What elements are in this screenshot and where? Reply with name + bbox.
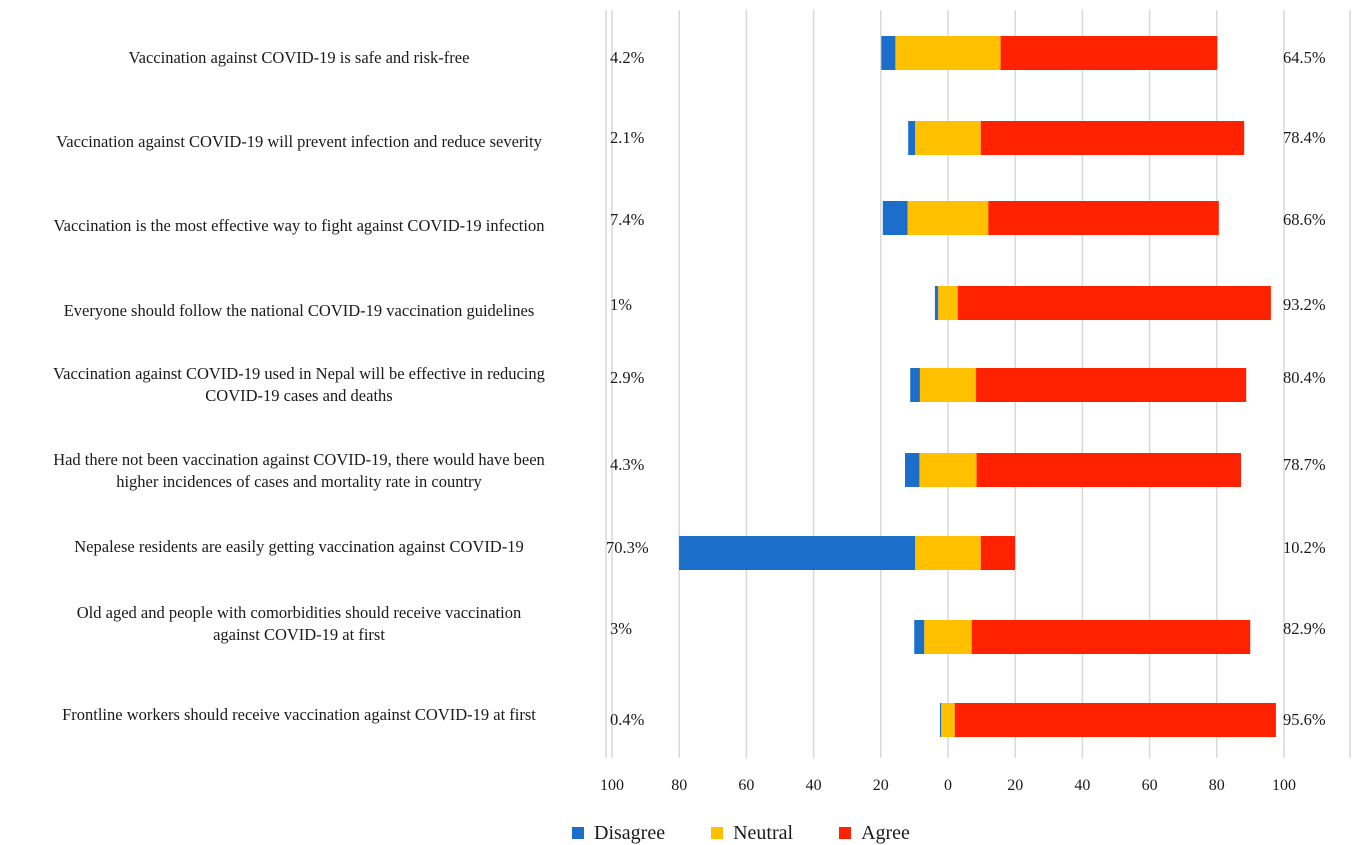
bar-agree xyxy=(988,201,1218,235)
category-label: Vaccination against COVID-19 is safe and… xyxy=(0,47,598,69)
bar-agree xyxy=(958,286,1271,320)
agree-percent-label: 68.6% xyxy=(1283,210,1353,230)
agree-percent-label: 78.4% xyxy=(1283,128,1353,148)
disagree-percent-label: 4.3% xyxy=(610,455,670,475)
legend-label-agree: Agree xyxy=(861,822,910,844)
x-tick-label: 0 xyxy=(944,777,952,794)
x-tick-label: 40 xyxy=(806,777,822,794)
legend-label-disagree: Disagree xyxy=(594,822,665,844)
bar-agree xyxy=(955,703,1276,737)
bar-neutral xyxy=(941,703,954,737)
category-label: Vaccination is the most effective way to… xyxy=(0,215,598,237)
agree-percent-label: 95.6% xyxy=(1283,710,1353,730)
legend-label-neutral: Neutral xyxy=(733,822,793,844)
disagree-percent-label: 4.2% xyxy=(610,48,670,68)
bar-neutral xyxy=(924,620,971,654)
agree-percent-label: 78.7% xyxy=(1283,455,1353,475)
disagree-percent-label: 1% xyxy=(610,295,670,315)
bar-neutral xyxy=(920,368,976,402)
category-label: Everyone should follow the national COVI… xyxy=(0,300,598,322)
agree-percent-label: 80.4% xyxy=(1283,368,1353,388)
bar-agree xyxy=(977,453,1241,487)
disagree-percent-label: 2.1% xyxy=(610,128,670,148)
legend: Disagree Neutral Agree xyxy=(572,822,956,844)
bar-neutral xyxy=(919,453,976,487)
legend-item-agree: Agree xyxy=(839,822,910,844)
bar-disagree xyxy=(881,36,895,70)
bar-agree xyxy=(976,368,1246,402)
disagree-percent-label: 2.9% xyxy=(610,368,670,388)
legend-item-neutral: Neutral xyxy=(711,822,793,844)
bar-disagree xyxy=(905,453,919,487)
disagree-percent-label: 7.4% xyxy=(610,210,670,230)
legend-swatch-disagree xyxy=(572,827,584,839)
bar-disagree xyxy=(910,368,920,402)
x-tick-label: 20 xyxy=(873,777,889,794)
x-tick-label: 40 xyxy=(1074,777,1090,794)
bar-agree xyxy=(981,121,1244,155)
x-tick-label: 100 xyxy=(600,777,624,794)
x-tick-label: 60 xyxy=(738,777,754,794)
category-label: Had there not been vaccination against C… xyxy=(0,449,598,493)
legend-item-disagree: Disagree xyxy=(572,822,665,844)
agree-percent-label: 93.2% xyxy=(1283,295,1353,315)
x-tick-label: 100 xyxy=(1272,777,1296,794)
category-label: Vaccination against COVID-19 will preven… xyxy=(0,131,598,153)
bar-disagree xyxy=(679,536,915,570)
disagree-percent-label: 3% xyxy=(610,619,670,639)
category-label: Frontline workers should receive vaccina… xyxy=(0,704,598,726)
category-label: Old aged and people with comorbidities s… xyxy=(0,602,598,646)
bar-agree xyxy=(981,536,1015,570)
bar-agree xyxy=(972,620,1251,654)
x-tick-label: 80 xyxy=(1209,777,1225,794)
bar-neutral xyxy=(938,286,957,320)
x-tick-label: 20 xyxy=(1007,777,1023,794)
disagree-percent-label: 70.3% xyxy=(606,538,666,558)
disagree-percent-label: 0.4% xyxy=(610,710,670,730)
category-label: Nepalese residents are easily getting va… xyxy=(0,536,598,558)
legend-swatch-neutral xyxy=(711,827,723,839)
bars xyxy=(679,36,1276,737)
agree-percent-label: 64.5% xyxy=(1283,48,1353,68)
bar-disagree xyxy=(940,703,941,737)
bar-agree xyxy=(1001,36,1218,70)
agree-percent-label: 10.2% xyxy=(1283,538,1353,558)
x-tick-label: 80 xyxy=(671,777,687,794)
bar-neutral xyxy=(908,201,989,235)
bar-neutral xyxy=(915,536,981,570)
bar-disagree xyxy=(935,286,938,320)
bar-neutral xyxy=(895,36,1000,70)
agree-percent-label: 82.9% xyxy=(1283,619,1353,639)
x-tick-label: 60 xyxy=(1142,777,1158,794)
category-label: Vaccination against COVID-19 used in Nep… xyxy=(0,363,598,407)
bar-disagree xyxy=(908,121,915,155)
bar-disagree xyxy=(914,620,924,654)
bar-neutral xyxy=(915,121,981,155)
bar-disagree xyxy=(883,201,908,235)
legend-swatch-agree xyxy=(839,827,851,839)
x-axis-ticks: 100 80 60 40 20 0 20 40 60 80 100 xyxy=(600,777,1296,794)
